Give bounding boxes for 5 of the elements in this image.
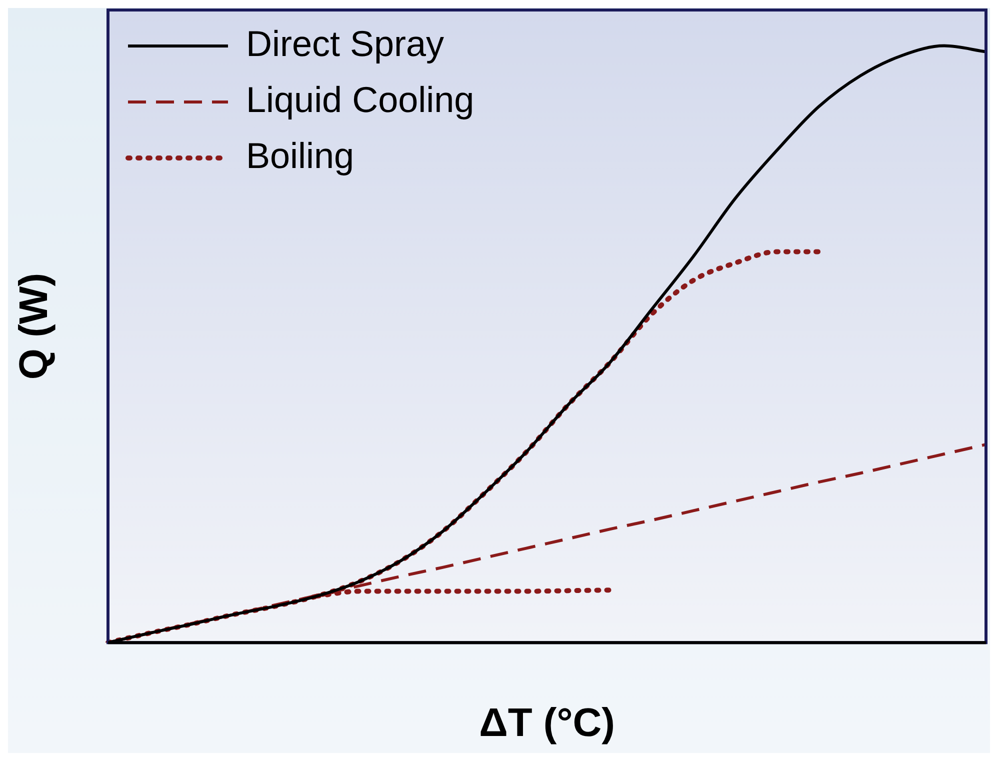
x-axis-title: ΔT (°C) xyxy=(479,701,615,746)
y-axis-title: Q (W) xyxy=(12,272,56,380)
legend-label: Boiling xyxy=(246,134,354,176)
legend-label: Direct Spray xyxy=(246,22,444,64)
legend-label: Liquid Cooling xyxy=(246,78,474,120)
